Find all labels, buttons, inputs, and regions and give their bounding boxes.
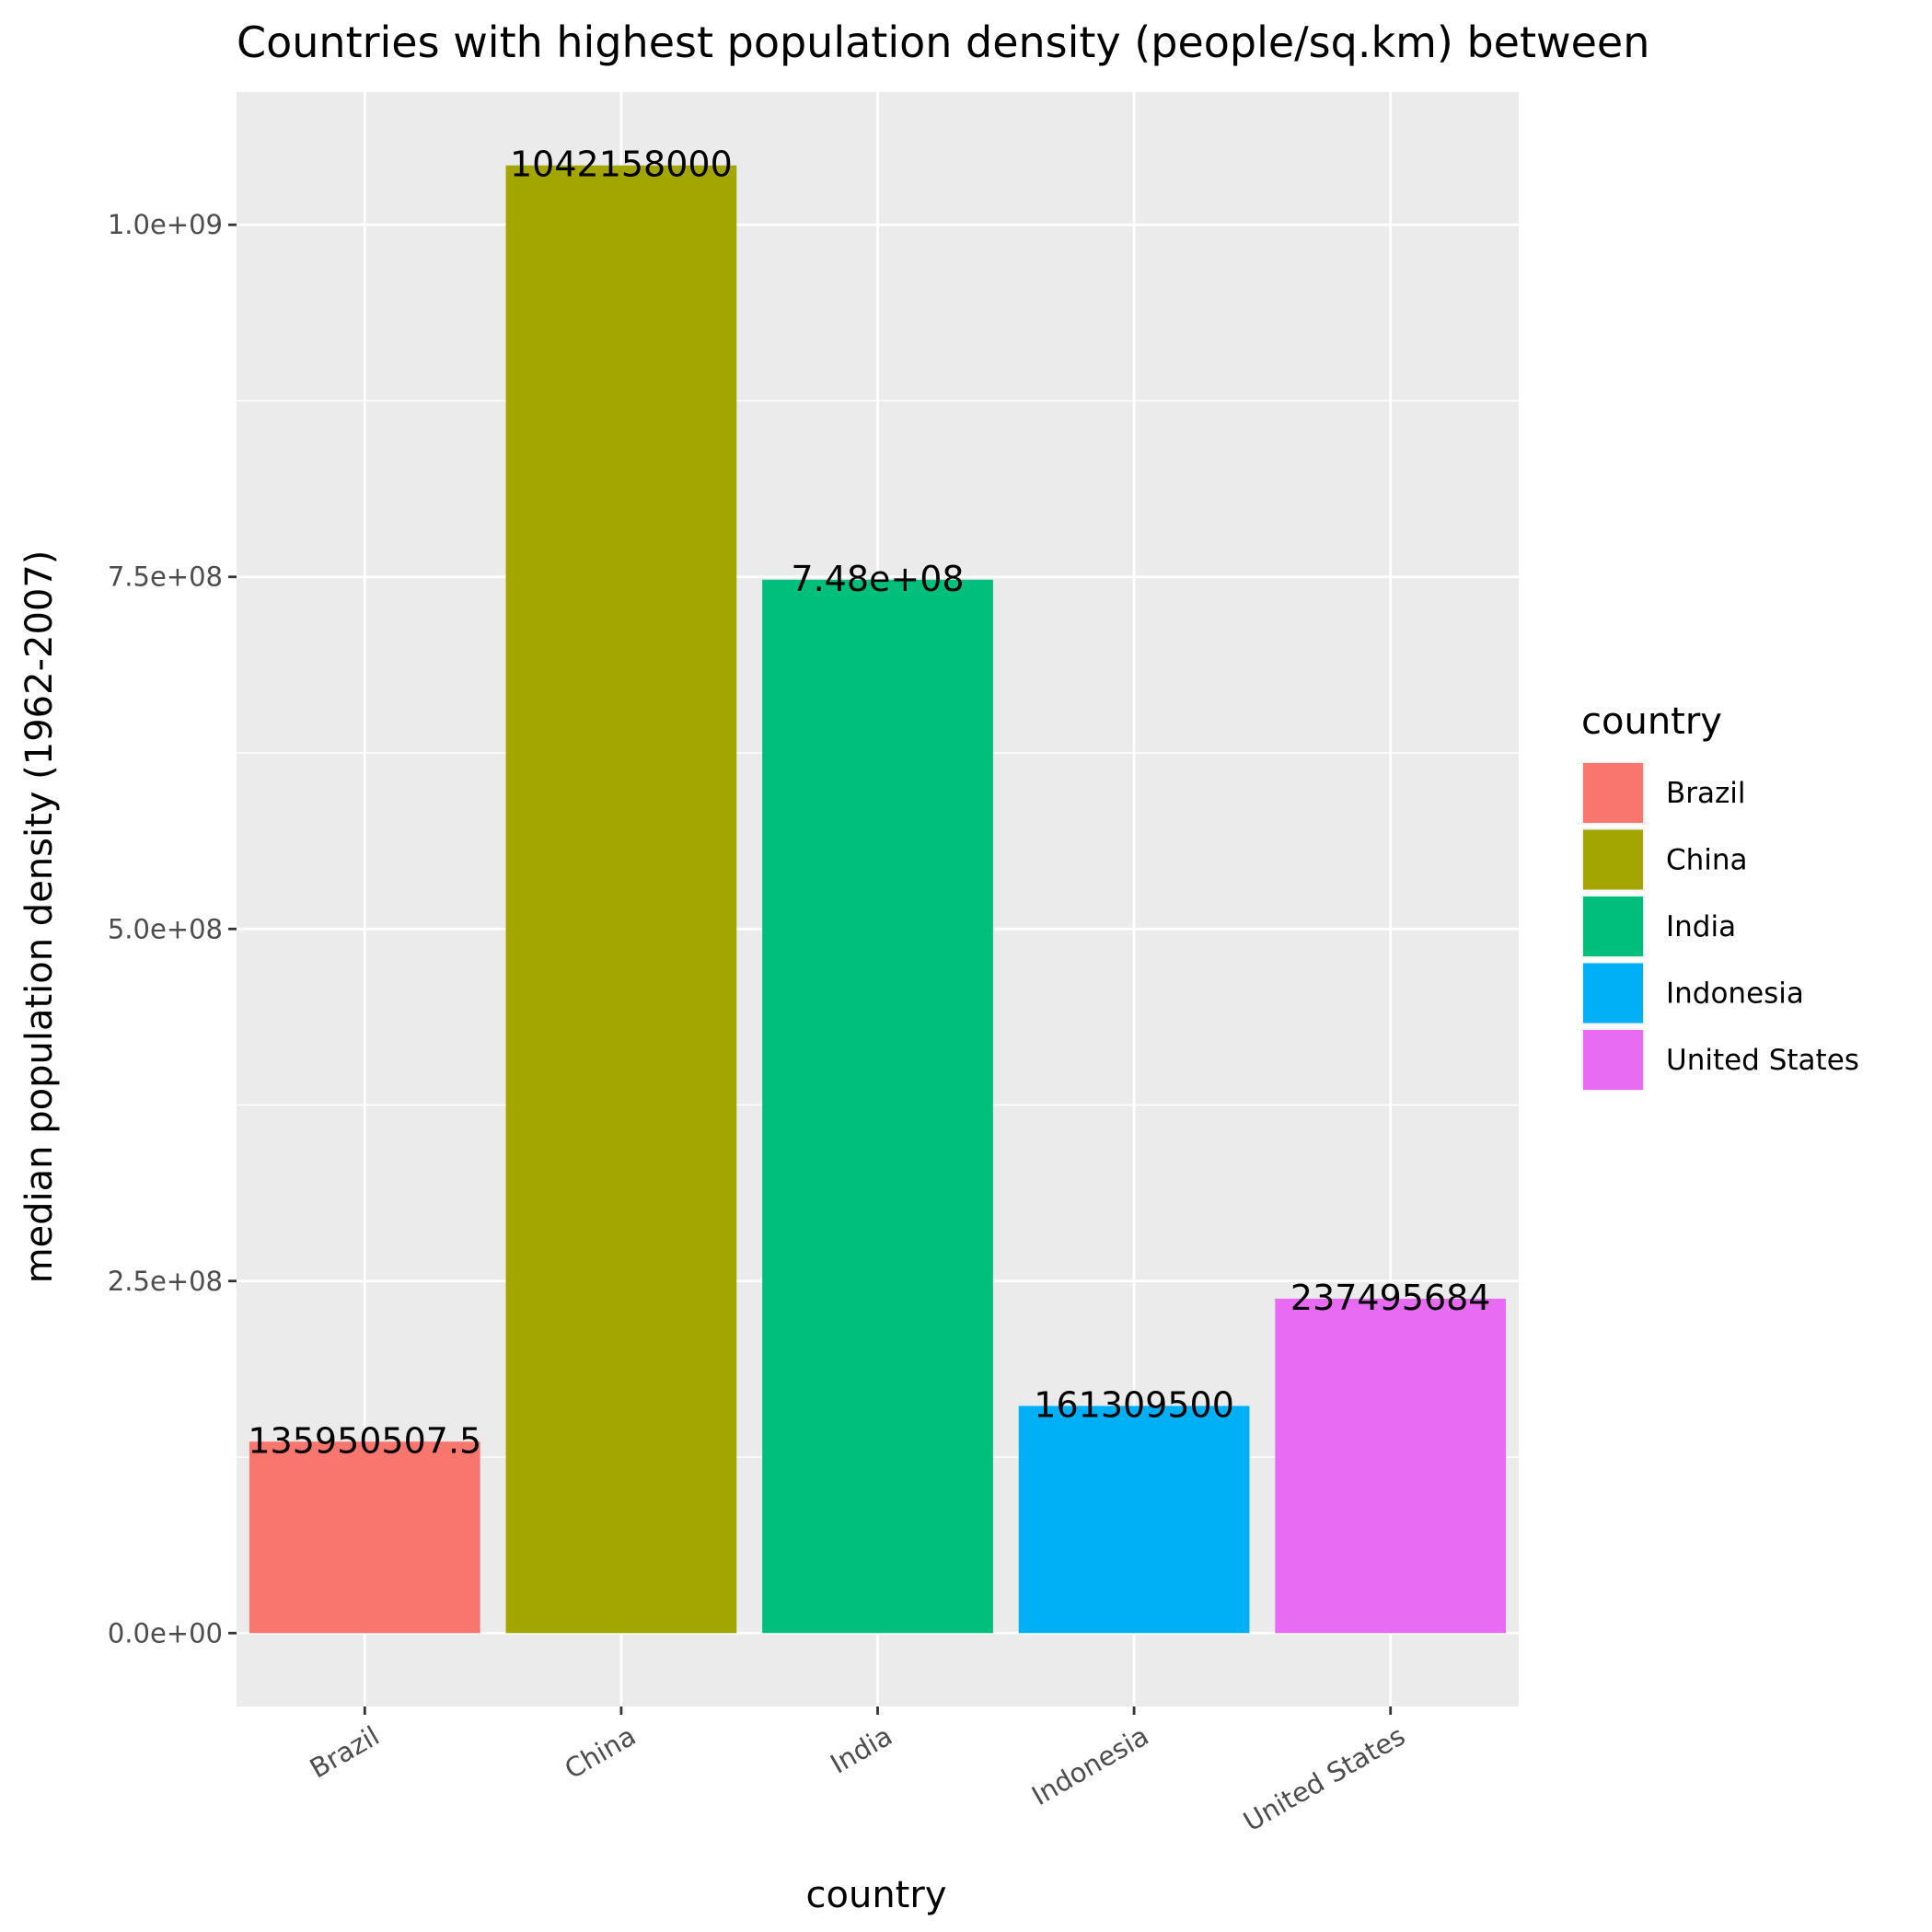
legend-swatch	[1583, 829, 1643, 890]
bar-value-labels: 135950507.5 1042158000 7.48e+08 161309500 23…	[248, 145, 1490, 1462]
x-axis-title: country	[806, 1874, 947, 1916]
legend-swatch	[1583, 763, 1643, 823]
bar-brazil	[249, 1441, 480, 1634]
legend-label: India	[1666, 910, 1736, 943]
bar-china	[505, 165, 737, 1634]
bar-value-label: 161309500	[1034, 1384, 1234, 1425]
bar-united-states	[1275, 1298, 1507, 1634]
bar-value-label: 135950507.5	[248, 1420, 481, 1461]
bar-india	[762, 579, 993, 1634]
legend-title: country	[1581, 700, 1722, 743]
y-axis: 0.0e+00 2.5e+08 5.0e+08 7.5e+08 1.0e+09	[108, 209, 237, 1649]
bar-indonesia	[1018, 1406, 1250, 1634]
y-tick-label: 2.5e+08	[108, 1266, 223, 1297]
legend-swatch	[1583, 897, 1643, 956]
y-tick-label: 0.0e+00	[108, 1617, 223, 1649]
legend-label: Indonesia	[1666, 978, 1804, 1011]
legend-swatch	[1583, 963, 1643, 1024]
legend-label: Brazil	[1666, 777, 1746, 810]
y-tick-label: 7.5e+08	[108, 561, 223, 593]
y-tick-label: 5.0e+08	[108, 913, 223, 944]
bar-value-label: 237495684	[1290, 1278, 1491, 1318]
y-axis-title: median population density (1962-2007)	[18, 550, 61, 1284]
y-tick-label: 1.0e+09	[108, 209, 223, 240]
legend-swatch	[1583, 1030, 1643, 1090]
legend-label: United States	[1666, 1044, 1859, 1077]
chart-title: Countries with highest population densit…	[237, 17, 1649, 67]
legend: country Brazil China India Indonesia United …	[1581, 700, 1859, 1092]
bars	[249, 165, 1507, 1634]
bar-value-label: 1042158000	[510, 145, 733, 185]
bar-value-label: 7.48e+08	[791, 559, 964, 599]
legend-label: China	[1666, 844, 1748, 877]
